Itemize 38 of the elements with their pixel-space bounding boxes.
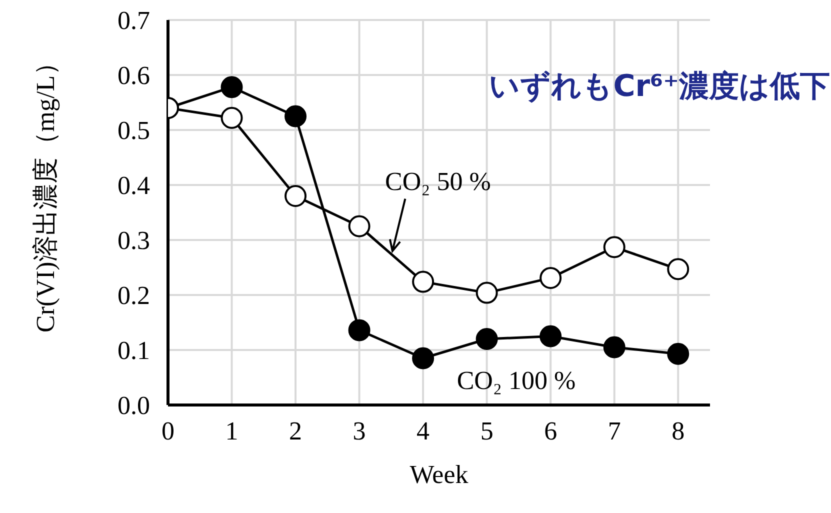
y-tick-label: 0.4	[118, 171, 150, 200]
point	[348, 215, 370, 238]
x-tick-label: 8	[672, 416, 685, 446]
series-label: CO₂ 50 %	[385, 166, 491, 196]
x-tick-label: 7	[608, 416, 621, 446]
point	[412, 270, 434, 293]
x-tick-label: 1	[225, 416, 238, 446]
point	[603, 336, 626, 358]
point	[412, 347, 434, 370]
x-tick-label: 5	[480, 416, 494, 446]
x-axis-title: Week	[410, 460, 468, 489]
y-tick-label: 0.3	[118, 226, 150, 256]
x-tick-label: 6	[544, 416, 558, 446]
point	[348, 319, 370, 342]
x-tick-label: 2	[289, 416, 302, 446]
x-tick-label: 4	[416, 416, 430, 446]
annotation: いずれもCr⁶⁺濃度は低下	[489, 69, 830, 104]
point	[603, 236, 626, 258]
point	[476, 328, 498, 350]
y-axis-title: Cr(VI)溶出濃度（mg/L）	[31, 49, 60, 332]
x-tick-label: 3	[352, 416, 366, 446]
point	[284, 105, 307, 128]
point	[540, 266, 562, 289]
point	[667, 258, 690, 280]
series-label: CO₂ 100 %	[456, 366, 576, 395]
y-tick-label: 0.6	[118, 61, 150, 90]
y-tick-label: 0.1	[118, 336, 150, 366]
point	[284, 185, 307, 207]
y-tick-label: 0.7	[118, 6, 150, 36]
x-tick-label: 0	[162, 416, 174, 446]
point	[220, 106, 243, 129]
y-tick-label: 0.5	[118, 116, 150, 146]
point	[540, 325, 562, 348]
y-tick-label: 0.0	[118, 391, 150, 420]
point	[476, 282, 498, 304]
point	[667, 342, 690, 365]
point	[220, 76, 243, 98]
y-tick-label: 0.2	[118, 281, 150, 310]
